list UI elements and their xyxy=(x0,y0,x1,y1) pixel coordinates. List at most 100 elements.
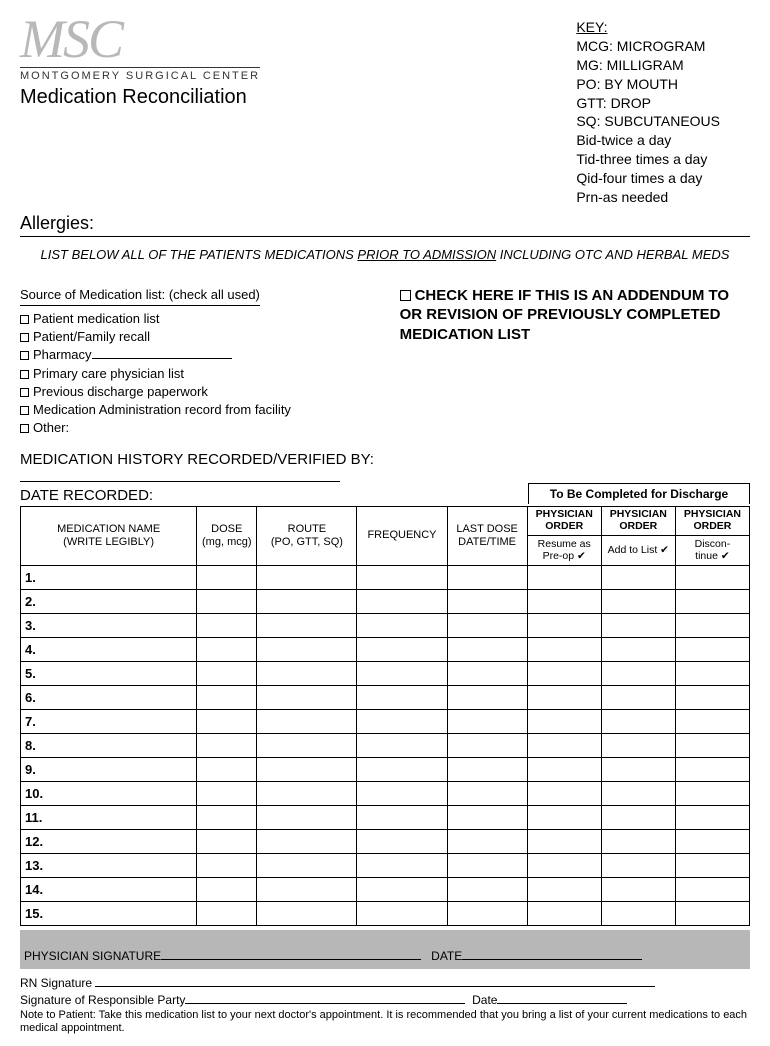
table-cell[interactable] xyxy=(675,757,749,781)
row-number-cell[interactable]: 14. xyxy=(21,877,197,901)
table-cell[interactable] xyxy=(447,901,527,925)
checkbox-icon[interactable] xyxy=(20,370,29,379)
table-cell[interactable] xyxy=(357,613,447,637)
addendum-checkbox-icon[interactable] xyxy=(400,290,411,301)
table-cell[interactable] xyxy=(675,709,749,733)
table-cell[interactable] xyxy=(197,589,257,613)
table-cell[interactable] xyxy=(447,589,527,613)
checkbox-icon[interactable] xyxy=(20,351,29,360)
table-cell[interactable] xyxy=(197,685,257,709)
table-cell[interactable] xyxy=(257,709,357,733)
table-cell[interactable] xyxy=(257,853,357,877)
table-cell[interactable] xyxy=(527,685,601,709)
table-cell[interactable] xyxy=(257,829,357,853)
table-cell[interactable] xyxy=(257,877,357,901)
table-cell[interactable] xyxy=(357,781,447,805)
table-cell[interactable] xyxy=(601,613,675,637)
table-cell[interactable] xyxy=(447,637,527,661)
table-cell[interactable] xyxy=(675,637,749,661)
table-cell[interactable] xyxy=(527,613,601,637)
row-number-cell[interactable]: 6. xyxy=(21,685,197,709)
table-cell[interactable] xyxy=(357,685,447,709)
table-cell[interactable] xyxy=(197,805,257,829)
physician-signature-line[interactable] xyxy=(161,948,421,960)
table-cell[interactable] xyxy=(527,781,601,805)
table-cell[interactable] xyxy=(601,733,675,757)
table-cell[interactable] xyxy=(447,757,527,781)
table-cell[interactable] xyxy=(357,853,447,877)
table-cell[interactable] xyxy=(447,661,527,685)
table-cell[interactable] xyxy=(447,613,527,637)
table-cell[interactable] xyxy=(675,613,749,637)
row-number-cell[interactable]: 4. xyxy=(21,637,197,661)
checkbox-icon[interactable] xyxy=(20,406,29,415)
table-cell[interactable] xyxy=(357,709,447,733)
row-number-cell[interactable]: 2. xyxy=(21,589,197,613)
table-cell[interactable] xyxy=(601,661,675,685)
table-cell[interactable] xyxy=(675,805,749,829)
table-cell[interactable] xyxy=(197,637,257,661)
table-cell[interactable] xyxy=(257,685,357,709)
table-cell[interactable] xyxy=(527,829,601,853)
rn-signature-line[interactable] xyxy=(95,975,655,987)
table-cell[interactable] xyxy=(601,685,675,709)
table-cell[interactable] xyxy=(197,877,257,901)
table-cell[interactable] xyxy=(197,853,257,877)
table-cell[interactable] xyxy=(197,781,257,805)
table-cell[interactable] xyxy=(447,781,527,805)
table-cell[interactable] xyxy=(197,757,257,781)
table-cell[interactable] xyxy=(257,661,357,685)
table-cell[interactable] xyxy=(357,565,447,589)
table-cell[interactable] xyxy=(257,613,357,637)
table-cell[interactable] xyxy=(601,877,675,901)
checkbox-icon[interactable] xyxy=(20,315,29,324)
table-cell[interactable] xyxy=(527,877,601,901)
table-cell[interactable] xyxy=(447,733,527,757)
table-cell[interactable] xyxy=(197,733,257,757)
table-cell[interactable] xyxy=(257,805,357,829)
table-cell[interactable] xyxy=(447,709,527,733)
table-cell[interactable] xyxy=(257,589,357,613)
row-number-cell[interactable]: 12. xyxy=(21,829,197,853)
table-cell[interactable] xyxy=(257,781,357,805)
table-cell[interactable] xyxy=(357,757,447,781)
table-cell[interactable] xyxy=(601,805,675,829)
table-cell[interactable] xyxy=(527,589,601,613)
table-cell[interactable] xyxy=(601,709,675,733)
table-cell[interactable] xyxy=(527,805,601,829)
checkbox-icon[interactable] xyxy=(20,388,29,397)
table-cell[interactable] xyxy=(447,685,527,709)
table-cell[interactable] xyxy=(675,589,749,613)
date-line[interactable] xyxy=(462,948,642,960)
table-cell[interactable] xyxy=(675,565,749,589)
table-cell[interactable] xyxy=(601,853,675,877)
table-cell[interactable] xyxy=(357,877,447,901)
table-cell[interactable] xyxy=(447,877,527,901)
table-cell[interactable] xyxy=(601,637,675,661)
table-cell[interactable] xyxy=(357,589,447,613)
table-cell[interactable] xyxy=(675,853,749,877)
table-cell[interactable] xyxy=(601,901,675,925)
row-number-cell[interactable]: 7. xyxy=(21,709,197,733)
table-cell[interactable] xyxy=(197,829,257,853)
table-cell[interactable] xyxy=(197,613,257,637)
table-cell[interactable] xyxy=(357,805,447,829)
row-number-cell[interactable]: 13. xyxy=(21,853,197,877)
table-cell[interactable] xyxy=(527,709,601,733)
table-cell[interactable] xyxy=(447,805,527,829)
row-number-cell[interactable]: 9. xyxy=(21,757,197,781)
table-cell[interactable] xyxy=(527,733,601,757)
table-cell[interactable] xyxy=(527,661,601,685)
row-number-cell[interactable]: 3. xyxy=(21,613,197,637)
table-cell[interactable] xyxy=(527,565,601,589)
table-cell[interactable] xyxy=(675,901,749,925)
pharmacy-fill-line[interactable] xyxy=(92,349,232,359)
table-cell[interactable] xyxy=(675,877,749,901)
table-cell[interactable] xyxy=(197,565,257,589)
table-cell[interactable] xyxy=(257,901,357,925)
table-cell[interactable] xyxy=(601,589,675,613)
row-number-cell[interactable]: 8. xyxy=(21,733,197,757)
table-cell[interactable] xyxy=(197,709,257,733)
row-number-cell[interactable]: 10. xyxy=(21,781,197,805)
row-number-cell[interactable]: 15. xyxy=(21,901,197,925)
